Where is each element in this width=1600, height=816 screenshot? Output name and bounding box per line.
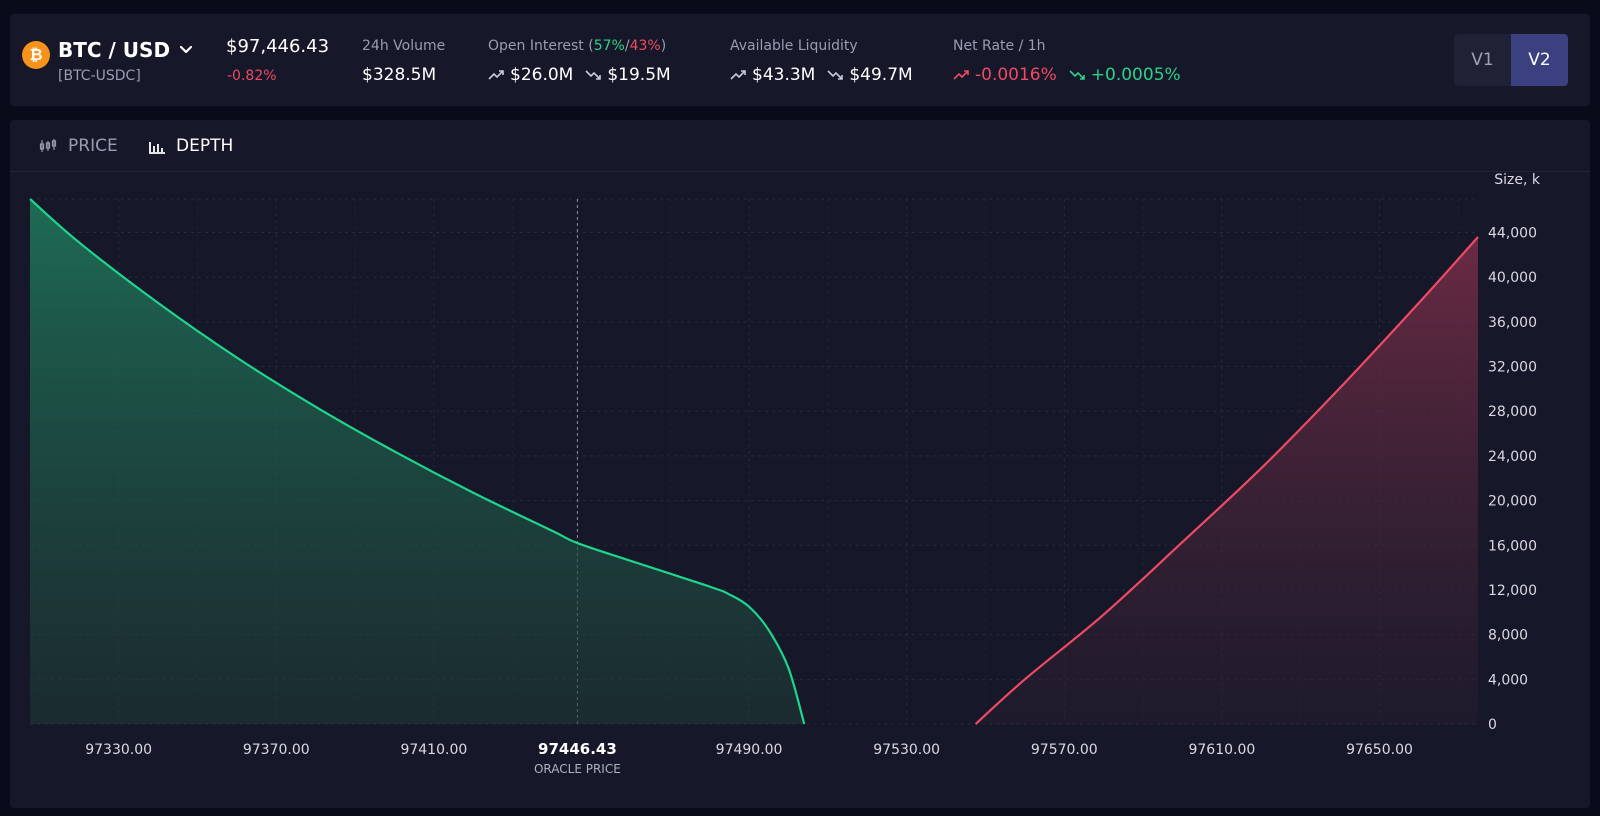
asks-depth-line — [974, 236, 1479, 725]
chevron-down-icon[interactable] — [178, 42, 194, 58]
trend-up-icon — [953, 70, 969, 80]
net-rate-short: +0.0005% — [1090, 65, 1181, 85]
open-interest-label: Open Interest (57%/43%) — [488, 38, 667, 54]
v2-button[interactable]: V2 — [1511, 34, 1568, 86]
liquidity-short: $49.7M — [849, 65, 913, 85]
y-tick-label: 24,000 — [1488, 449, 1537, 465]
open-interest-values: $26.0M $19.5M — [488, 65, 671, 85]
x-tick-label: 97650.00 — [1346, 742, 1413, 758]
volume-value: $328.5M — [362, 65, 437, 85]
y-tick-label: 12,000 — [1488, 583, 1537, 599]
open-interest-long: $26.0M — [510, 65, 574, 85]
chart-tabs: PRICE DEPTH — [10, 120, 1590, 172]
y-tick-label: 4,000 — [1488, 672, 1528, 688]
x-tick-label: 97410.00 — [400, 742, 467, 758]
y-tick-label: 32,000 — [1488, 360, 1537, 376]
open-interest-short-pct: 43% — [629, 38, 661, 54]
bids-depth-line — [29, 198, 806, 725]
trend-up-icon — [488, 70, 504, 80]
oracle-price-value: 97446.43 — [538, 740, 617, 758]
y-tick-label: 28,000 — [1488, 404, 1537, 420]
tab-price[interactable]: PRICE — [38, 134, 118, 158]
asks-depth-area — [975, 236, 1478, 724]
liquidity-values: $43.3M $49.7M — [730, 65, 913, 85]
net-rate-values: -0.0016% +0.0005% — [953, 65, 1181, 85]
net-rate-label: Net Rate / 1h — [953, 38, 1046, 54]
oracle-price-label: ORACLE PRICE — [534, 762, 621, 776]
liquidity-long: $43.3M — [752, 65, 816, 85]
candlestick-icon — [39, 139, 57, 152]
mark-price: $97,446.43 — [226, 36, 330, 57]
tab-price-label: PRICE — [68, 136, 118, 156]
y-tick-label: 40,000 — [1488, 270, 1537, 286]
y-tick-label: 44,000 — [1488, 226, 1537, 242]
x-tick-label: 97370.00 — [243, 742, 310, 758]
bar-chart-icon — [149, 142, 165, 154]
y-tick-label: 16,000 — [1488, 538, 1537, 554]
trend-down-icon — [827, 70, 844, 80]
x-tick-label: 97570.00 — [1031, 742, 1098, 758]
v1-button[interactable]: V1 — [1454, 34, 1511, 86]
depth-chart[interactable]: 0 4,000 8,000 12,000 16,000 20,000 24,000 28,00… — [10, 172, 1590, 808]
price-change: -0.82% — [227, 68, 277, 84]
chart-panel: PRICE DEPTH 0 4,000 8,000 12,000 16,000 20,00… — [10, 120, 1590, 808]
x-tick-label: 97530.00 — [873, 742, 940, 758]
x-tick-label: 97490.00 — [716, 742, 783, 758]
y-tick-label: 0 — [1488, 717, 1497, 733]
volume-label: 24h Volume — [362, 38, 446, 54]
tab-depth[interactable]: DEPTH — [148, 134, 233, 158]
bitcoin-icon: ₿ — [22, 41, 50, 69]
open-interest-short: $19.5M — [607, 65, 671, 85]
trend-down-icon — [1069, 70, 1085, 80]
y-tick-label: 36,000 — [1488, 315, 1537, 331]
y-tick-label: 8,000 — [1488, 628, 1528, 644]
version-toggle: V1 V2 — [1454, 34, 1568, 86]
open-interest-label-text: Open Interest — [488, 38, 584, 54]
market-header: ₿ BTC / USD [BTC-USDC] $97,446.43 -0.82%… — [10, 14, 1590, 106]
net-rate-long: -0.0016% — [975, 65, 1057, 85]
market-symbol: [BTC-USDC] — [58, 68, 141, 84]
y-axis-label: Size, k — [1494, 172, 1541, 188]
liquidity-label: Available Liquidity — [730, 38, 858, 54]
market-pair[interactable]: BTC / USD — [58, 38, 171, 62]
tab-depth-label: DEPTH — [176, 136, 234, 156]
open-interest-long-pct: 57% — [593, 38, 625, 54]
y-tick-label: 20,000 — [1488, 494, 1537, 510]
bids-depth-area — [30, 199, 805, 724]
x-tick-label: 97330.00 — [85, 742, 152, 758]
trend-up-icon — [730, 70, 746, 80]
trend-down-icon — [585, 70, 602, 80]
x-tick-label: 97610.00 — [1188, 742, 1255, 758]
